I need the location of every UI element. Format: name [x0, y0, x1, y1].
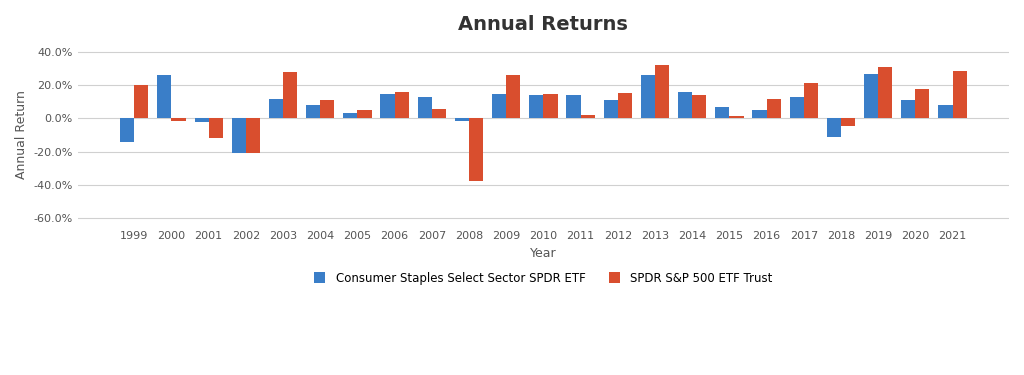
Bar — [617, 93, 632, 118]
Bar — [604, 100, 617, 118]
Bar — [879, 67, 892, 118]
Bar — [306, 105, 321, 118]
Bar — [469, 118, 483, 182]
Legend: Consumer Staples Select Sector SPDR ETF, SPDR S&P 500 ETF Trust: Consumer Staples Select Sector SPDR ETF,… — [309, 267, 777, 290]
Bar — [566, 95, 581, 118]
Bar — [418, 97, 432, 118]
Bar — [753, 110, 767, 118]
Bar — [195, 118, 209, 122]
Bar — [641, 75, 655, 118]
Bar — [231, 118, 246, 153]
X-axis label: Year: Year — [530, 247, 557, 259]
Bar — [915, 88, 930, 118]
Bar — [455, 118, 469, 121]
Bar — [343, 114, 357, 118]
Bar — [394, 92, 409, 118]
Bar — [729, 116, 743, 118]
Bar — [171, 118, 185, 121]
Bar — [715, 107, 729, 118]
Title: Annual Returns: Annual Returns — [459, 15, 629, 34]
Bar — [581, 115, 595, 118]
Bar — [506, 75, 520, 118]
Bar — [767, 99, 780, 118]
Bar — [901, 100, 915, 118]
Bar — [529, 95, 544, 118]
Bar — [120, 118, 134, 142]
Bar — [804, 83, 818, 118]
Bar — [158, 75, 171, 118]
Bar — [357, 110, 372, 118]
Bar — [826, 118, 841, 137]
Bar — [493, 94, 506, 118]
Y-axis label: Annual Return: Annual Return — [15, 91, 28, 180]
Bar — [321, 100, 335, 118]
Bar — [544, 94, 557, 118]
Bar — [269, 99, 283, 118]
Bar — [134, 86, 148, 118]
Bar — [841, 118, 855, 126]
Bar — [790, 97, 804, 118]
Bar — [432, 110, 445, 118]
Bar — [864, 74, 879, 118]
Bar — [692, 95, 707, 118]
Bar — [209, 118, 223, 138]
Bar — [678, 92, 692, 118]
Bar — [952, 71, 967, 118]
Bar — [246, 118, 260, 153]
Bar — [283, 72, 297, 118]
Bar — [938, 105, 952, 118]
Bar — [655, 65, 669, 118]
Bar — [381, 94, 394, 118]
